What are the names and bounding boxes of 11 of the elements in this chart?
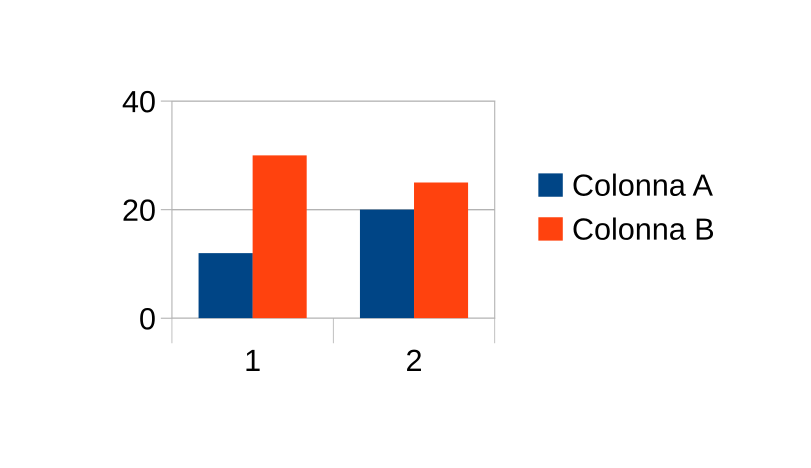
y-tick-label: 40 [122, 90, 155, 112]
x-tick-label: 2 [407, 350, 421, 371]
legend-label: Colonna B [574, 217, 714, 240]
legend-label: Colonna A [574, 174, 713, 196]
y-tick-label: 20 [124, 199, 155, 222]
bar [198, 253, 253, 318]
y-tick-label: 0 [140, 308, 155, 330]
bar [252, 155, 307, 318]
bar [414, 182, 468, 318]
bar [360, 210, 414, 318]
x-tick-label: 1 [246, 350, 260, 371]
